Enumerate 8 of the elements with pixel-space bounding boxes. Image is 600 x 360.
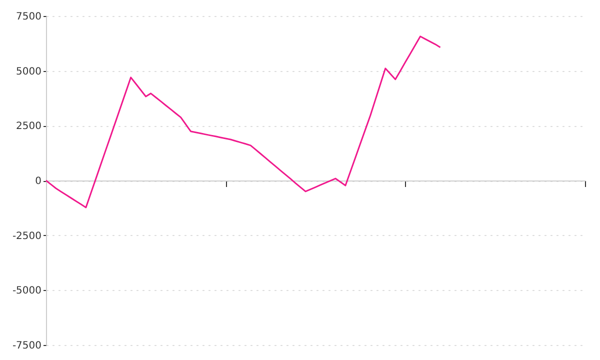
y-tick-label: 7500	[16, 12, 42, 22]
y-tick-label: 5000	[16, 66, 42, 78]
y-tick-label: -7500	[12, 340, 42, 352]
y-tick-label: 0	[35, 176, 42, 187]
y-tick-label: -2500	[12, 230, 42, 242]
y-tick-label: 2500	[16, 121, 42, 132]
line-series	[45, 36, 442, 208]
y-tick-label: -5000	[12, 286, 42, 297]
